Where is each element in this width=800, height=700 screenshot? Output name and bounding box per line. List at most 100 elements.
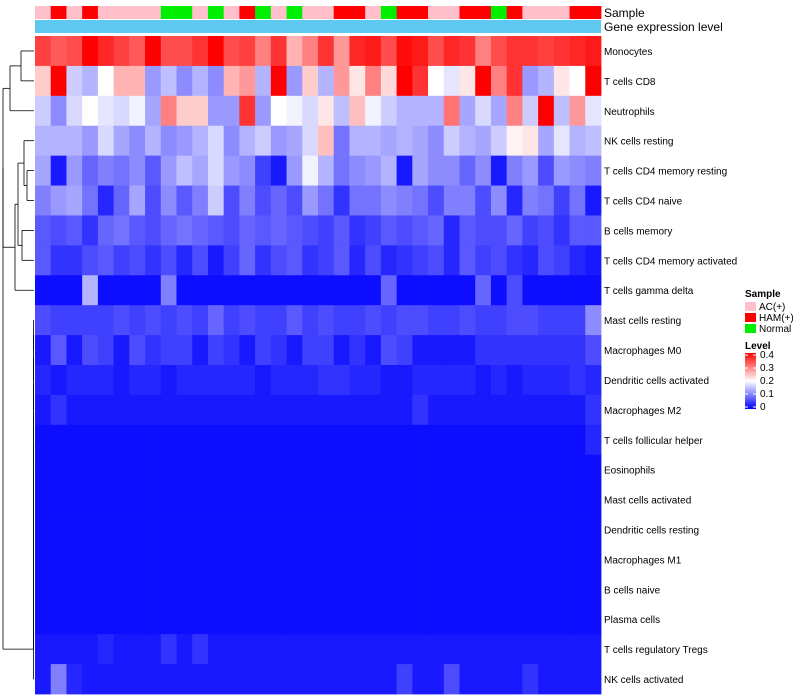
heatmap-cell xyxy=(553,514,570,545)
heatmap-cell xyxy=(459,454,476,486)
heatmap-cell xyxy=(223,125,240,157)
heatmap-cell xyxy=(522,335,539,366)
heatmap-cell xyxy=(160,215,177,246)
row-label: Macrophages M1 xyxy=(604,555,682,566)
heatmap-cell xyxy=(380,125,398,157)
heatmap-cell xyxy=(239,305,256,336)
heatmap-cell xyxy=(506,275,523,306)
heatmap-cell xyxy=(443,424,460,456)
level-tick-label: 0.1 xyxy=(760,389,774,400)
heatmap-cell xyxy=(318,365,335,396)
heatmap-cell xyxy=(223,335,240,366)
heatmap-cell xyxy=(318,454,335,486)
track-label-expression: Gene expression level xyxy=(604,20,723,34)
sample-legend: Sample AC(+) HAM(+) Normal xyxy=(745,289,794,335)
heatmap-cell xyxy=(176,95,193,127)
heatmap-cell xyxy=(192,424,209,456)
heatmap-cell xyxy=(223,95,240,127)
heatmap-cell xyxy=(333,155,350,186)
heatmap-cell xyxy=(82,514,99,545)
heatmap-cell xyxy=(428,544,445,575)
heatmap-cell xyxy=(35,365,52,396)
heatmap-cell xyxy=(145,664,162,695)
heatmap-cell xyxy=(286,185,303,216)
heatmap-cell xyxy=(113,95,130,127)
heatmap-cell xyxy=(585,275,602,306)
heatmap-cell xyxy=(82,125,99,157)
heatmap-cell xyxy=(585,634,602,665)
heatmap-cell xyxy=(113,215,130,246)
heatmap-cell xyxy=(176,424,193,456)
heatmap-cell xyxy=(380,155,398,186)
heatmap-cell xyxy=(192,484,209,515)
heatmap-cell xyxy=(380,394,398,426)
heatmap-cell xyxy=(365,245,382,276)
heatmap-cell xyxy=(538,155,555,186)
heatmap-cell xyxy=(145,245,162,276)
heatmap-cell xyxy=(145,65,162,97)
heatmap-cell xyxy=(223,36,240,67)
heatmap-cell xyxy=(50,394,67,426)
heatmap-cell xyxy=(145,36,162,67)
heatmap-cell xyxy=(176,335,193,366)
heatmap-cell xyxy=(443,215,460,246)
heatmap-cell xyxy=(365,544,382,575)
heatmap-cell xyxy=(412,36,429,67)
heatmap-cell xyxy=(223,574,240,605)
heatmap-cell xyxy=(318,275,335,306)
heatmap-cell xyxy=(396,155,413,186)
heatmap-cell xyxy=(585,604,602,635)
heatmap-cell xyxy=(459,664,476,695)
heatmap-cell xyxy=(82,394,99,426)
sample-annotation-cell xyxy=(129,6,146,19)
heatmap-cell xyxy=(506,544,523,575)
heatmap-cell xyxy=(35,604,52,635)
heatmap-cell xyxy=(129,275,146,306)
heatmap-cell xyxy=(412,514,429,545)
heatmap-cell xyxy=(553,664,570,695)
heatmap-cell xyxy=(490,544,508,575)
heatmap-cell xyxy=(428,305,445,336)
sample-annotation-cell xyxy=(66,6,83,19)
heatmap-cell xyxy=(365,65,382,97)
sample-annotation-cell xyxy=(459,6,476,19)
heatmap-cell xyxy=(176,574,193,605)
heatmap-cell xyxy=(50,365,67,396)
heatmap-cell xyxy=(506,155,523,186)
heatmap-cell xyxy=(396,125,413,157)
row-label: Neutrophils xyxy=(604,107,655,118)
heatmap-cell xyxy=(82,604,99,635)
heatmap-cell xyxy=(553,574,570,605)
heatmap-cell xyxy=(553,305,570,336)
heatmap-cell xyxy=(475,215,492,246)
row-label: Macrophages M2 xyxy=(604,406,682,417)
heatmap-cell xyxy=(270,185,287,216)
heatmap-cell xyxy=(223,664,240,695)
heatmap-cell xyxy=(97,95,115,127)
heatmap-cell xyxy=(506,604,523,635)
heatmap-cell xyxy=(129,245,146,276)
heatmap-cell xyxy=(160,65,177,97)
heatmap-cell xyxy=(506,365,523,396)
heatmap-cell xyxy=(50,245,67,276)
heatmap-cell xyxy=(428,574,445,605)
heatmap-cell xyxy=(97,275,115,306)
heatmap-cell xyxy=(380,514,398,545)
heatmap-cell xyxy=(176,544,193,575)
heatmap-cell xyxy=(506,65,523,97)
heatmap-cell xyxy=(302,514,319,545)
heatmap-cell xyxy=(490,664,508,695)
heatmap-cell xyxy=(239,215,256,246)
sample-annotation-cell xyxy=(506,6,523,19)
heatmap-cell xyxy=(82,365,99,396)
heatmap-cell xyxy=(428,215,445,246)
heatmap-cell xyxy=(145,125,162,157)
row-label: Mast cells resting xyxy=(604,316,681,327)
heatmap-cell xyxy=(569,604,586,635)
heatmap-cell xyxy=(302,215,319,246)
heatmap-cell xyxy=(113,125,130,157)
heatmap-cell xyxy=(318,335,335,366)
heatmap-cell xyxy=(270,125,287,157)
heatmap-cell xyxy=(129,514,146,545)
heatmap-cell xyxy=(302,305,319,336)
